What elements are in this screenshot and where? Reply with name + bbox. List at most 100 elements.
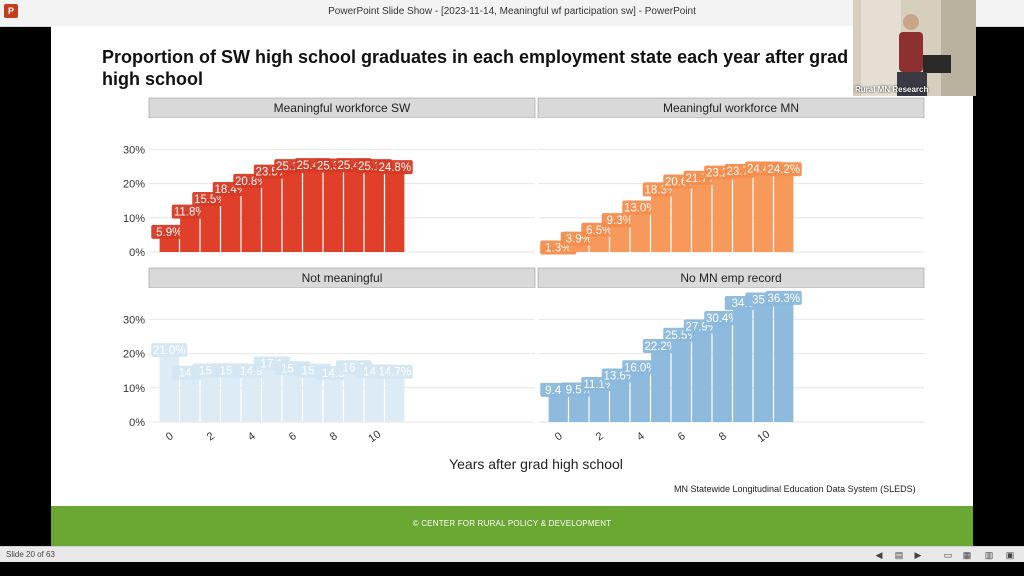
normal-view-icon[interactable]: ▭ bbox=[943, 550, 953, 560]
data-label-bg bbox=[765, 162, 802, 177]
bar bbox=[753, 168, 773, 252]
data-label: 24.2% bbox=[767, 164, 800, 176]
slide-counter: Slide 20 of 63 bbox=[6, 550, 55, 559]
data-label-bg bbox=[151, 224, 188, 239]
data-label-bg bbox=[151, 343, 188, 358]
x-tick-label: 0 bbox=[164, 430, 176, 443]
bar bbox=[712, 172, 732, 252]
status-bar: Slide 20 of 63 ◀ ▤ ▶ ▭ ▦ ▥ ▣ bbox=[0, 546, 1024, 563]
webcam-label: Rural MN Research bbox=[855, 85, 929, 94]
bar bbox=[200, 198, 220, 252]
bar bbox=[630, 207, 650, 252]
bar bbox=[180, 372, 200, 422]
data-label: 21.0% bbox=[153, 345, 186, 357]
data-label-bg bbox=[171, 204, 208, 219]
slide-title: Proportion of SW high school graduates i… bbox=[102, 47, 849, 89]
faceted-bar-chart: Meaningful workforce SW0%10%20%30%5.9%11… bbox=[123, 97, 925, 472]
bar bbox=[569, 389, 589, 422]
presenter-video-image bbox=[853, 0, 976, 96]
bar bbox=[323, 165, 343, 252]
data-label-bg bbox=[376, 364, 413, 379]
y-tick-label: 10% bbox=[123, 383, 145, 395]
webcam-overlay: Rural MN Research bbox=[853, 0, 976, 96]
slide: Proportion of SW high school graduates i… bbox=[51, 26, 973, 546]
bar bbox=[548, 389, 568, 422]
bar bbox=[589, 384, 609, 422]
facet-title: Not meaningful bbox=[302, 271, 383, 285]
bar bbox=[774, 297, 794, 422]
previous-slide-icon[interactable]: ◀ bbox=[875, 550, 883, 560]
y-tick-label: 0% bbox=[129, 247, 145, 259]
x-tick-label: 4 bbox=[635, 430, 647, 443]
bar bbox=[262, 363, 282, 422]
data-label: 9.3% bbox=[607, 215, 633, 227]
bar bbox=[200, 370, 220, 422]
data-label: 20.8% bbox=[235, 176, 268, 188]
data-label: 24.8% bbox=[378, 162, 411, 174]
x-axis-title: Years after grad high school bbox=[449, 456, 623, 472]
bar bbox=[712, 318, 732, 422]
bar bbox=[344, 165, 364, 252]
data-label: 16.0% bbox=[624, 362, 657, 374]
bar bbox=[303, 165, 323, 252]
data-label: 30.4% bbox=[706, 313, 739, 325]
bar bbox=[282, 166, 302, 252]
data-label-bg bbox=[765, 290, 802, 305]
bar bbox=[774, 169, 794, 252]
bar bbox=[241, 180, 261, 252]
next-slide-icon[interactable]: ▶ bbox=[914, 550, 922, 560]
bar bbox=[671, 334, 691, 422]
bar bbox=[303, 370, 323, 422]
data-label: 6.5% bbox=[586, 225, 612, 237]
data-label: 22.2% bbox=[644, 341, 677, 353]
x-tick-label: 8 bbox=[717, 430, 729, 443]
data-label: 15.5% bbox=[194, 194, 227, 206]
x-tick-label: 10 bbox=[755, 428, 772, 445]
slideshow-icon[interactable]: ▣ bbox=[1005, 550, 1015, 560]
bar bbox=[692, 326, 712, 422]
x-tick-label: 0 bbox=[553, 430, 565, 443]
bar bbox=[364, 166, 384, 252]
data-label: 13.0% bbox=[624, 203, 657, 215]
x-tick-label: 10 bbox=[366, 428, 383, 445]
data-label: 14.7% bbox=[378, 367, 411, 379]
y-tick-label: 30% bbox=[123, 144, 145, 156]
bar bbox=[282, 368, 302, 422]
bar bbox=[753, 299, 773, 422]
data-label: 5.9% bbox=[156, 227, 182, 239]
bar bbox=[733, 302, 753, 422]
bar bbox=[180, 211, 200, 252]
y-tick-label: 20% bbox=[123, 349, 145, 361]
x-tick-label: 4 bbox=[246, 430, 258, 443]
slide-menu-icon[interactable]: ▤ bbox=[894, 550, 904, 560]
x-tick-label: 6 bbox=[287, 430, 299, 443]
bar bbox=[344, 367, 364, 422]
y-tick-label: 10% bbox=[123, 213, 145, 225]
data-label-bg bbox=[622, 360, 659, 375]
x-tick-label: 2 bbox=[205, 430, 217, 443]
facet-title: Meaningful workforce MN bbox=[663, 101, 799, 115]
x-tick-label: 6 bbox=[676, 430, 688, 443]
bar bbox=[651, 189, 671, 252]
bar bbox=[241, 371, 261, 422]
data-label: 11.8% bbox=[174, 207, 206, 219]
bar bbox=[733, 170, 753, 252]
powerpoint-icon: P bbox=[4, 4, 18, 18]
slide-sorter-icon[interactable]: ▦ bbox=[962, 550, 972, 560]
data-label-bg bbox=[704, 311, 741, 325]
data-label-bg bbox=[376, 160, 413, 175]
reading-view-icon[interactable]: ▥ bbox=[984, 550, 994, 560]
bar bbox=[385, 371, 405, 422]
y-tick-label: 0% bbox=[129, 417, 145, 429]
bar bbox=[385, 167, 405, 252]
bar bbox=[610, 375, 630, 422]
x-tick-label: 8 bbox=[328, 430, 340, 443]
bar bbox=[323, 373, 343, 422]
window-title: PowerPoint Slide Show - [2023-11-14, Mea… bbox=[328, 6, 696, 17]
bar bbox=[262, 171, 282, 252]
y-tick-label: 20% bbox=[123, 179, 145, 191]
footer-text: © CENTER FOR RURAL POLICY & DEVELOPMENT bbox=[412, 519, 612, 528]
slide-footer: © CENTER FOR RURAL POLICY & DEVELOPMENT bbox=[51, 506, 973, 546]
bar bbox=[630, 367, 650, 422]
bar bbox=[159, 350, 179, 422]
